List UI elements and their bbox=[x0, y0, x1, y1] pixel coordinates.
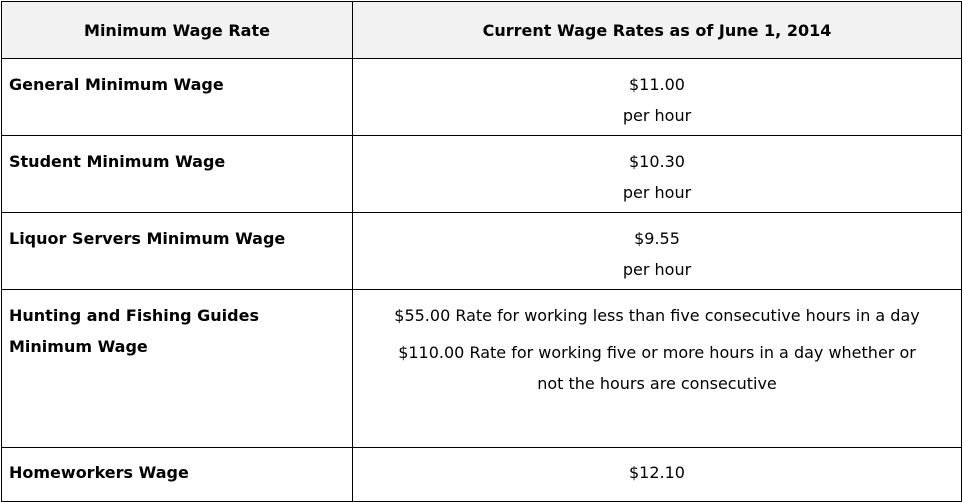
table-row: Homeworkers Wage $12.10 bbox=[1, 447, 962, 502]
rate-amount: $10.30 bbox=[629, 152, 685, 171]
row-label-line: Minimum Wage bbox=[9, 337, 148, 356]
table-row: General Minimum Wage $11.00 per hour bbox=[1, 58, 962, 136]
header-current-wage-rates: Current Wage Rates as of June 1, 2014 bbox=[352, 1, 962, 59]
rate-unit: per hour bbox=[622, 183, 692, 202]
row-label-liquor-servers: Liquor Servers Minimum Wage bbox=[1, 212, 353, 290]
rate-unit: per hour bbox=[622, 260, 692, 279]
rate-cell-liquor-servers: $9.55 per hour bbox=[352, 212, 962, 290]
rate-amount: $11.00 bbox=[629, 75, 685, 94]
rate-cell-general: $11.00 per hour bbox=[352, 58, 962, 136]
header-minimum-wage-rate: Minimum Wage Rate bbox=[1, 1, 353, 59]
row-label-student: Student Minimum Wage bbox=[1, 135, 353, 213]
rate-cell-hunting-fishing-guides: $55.00 Rate for working less than five c… bbox=[352, 289, 962, 448]
rate-five-or-more-hours: $110.00 Rate for working five or more ho… bbox=[398, 343, 916, 393]
rate-amount: $12.10 bbox=[629, 463, 685, 482]
rate-cell-homeworkers: $12.10 bbox=[352, 447, 962, 502]
rate-less-than-five-hours: $55.00 Rate for working less than five c… bbox=[394, 306, 920, 325]
table-row: Liquor Servers Minimum Wage $9.55 per ho… bbox=[1, 212, 962, 290]
table-header-row: Minimum Wage Rate Current Wage Rates as … bbox=[1, 1, 962, 59]
rate-cell-student: $10.30 per hour bbox=[352, 135, 962, 213]
row-label-general: General Minimum Wage bbox=[1, 58, 353, 136]
rate-unit: per hour bbox=[622, 106, 692, 125]
table-row: Hunting and Fishing Guides Minimum Wage … bbox=[1, 289, 962, 448]
table-row: Student Minimum Wage $10.30 per hour bbox=[1, 135, 962, 213]
rate-amount: $9.55 bbox=[634, 229, 680, 248]
row-label-homeworkers: Homeworkers Wage bbox=[1, 447, 353, 502]
row-label-hunting-fishing-guides: Hunting and Fishing Guides Minimum Wage bbox=[1, 289, 353, 448]
row-label-line: Hunting and Fishing Guides bbox=[9, 306, 259, 325]
